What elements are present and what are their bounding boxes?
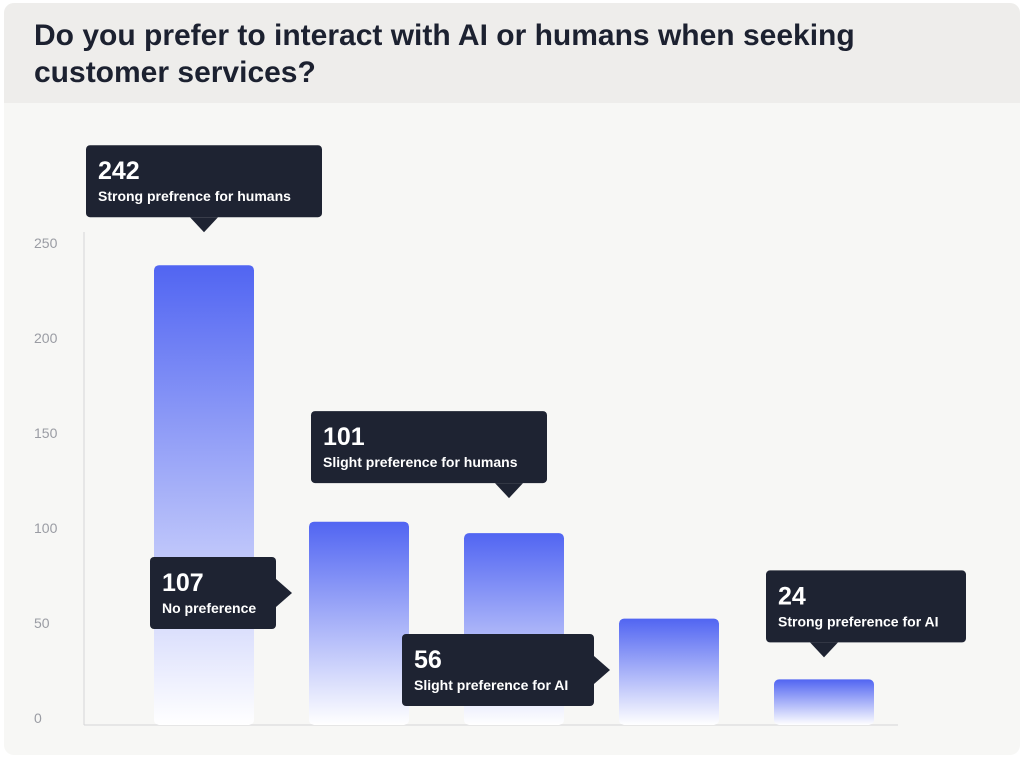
- tooltip-box: [402, 634, 594, 706]
- y-tick-label: 200: [34, 330, 58, 346]
- y-tick-label: 50: [34, 615, 50, 631]
- tooltip-2: 101 Slight preference for humans: [311, 411, 547, 499]
- tooltip-1: 107 No preference: [150, 557, 292, 629]
- tooltip-arrow: [810, 642, 838, 658]
- tooltip-4: 24 Strong preference for AI: [766, 570, 966, 658]
- tooltip-arrow: [594, 656, 610, 684]
- tooltip-3: 56 Slight preference for AI: [402, 634, 610, 706]
- tooltip-box: [150, 557, 276, 629]
- tooltip-label: Slight preference for AI: [414, 677, 568, 693]
- chart-header: Do you prefer to interact with AI or hum…: [4, 3, 1020, 103]
- tooltip-0: 242 Strong prefrence for humans: [86, 145, 322, 233]
- y-tick-label: 150: [34, 425, 58, 441]
- tooltip-value: 107: [162, 569, 204, 597]
- tooltip-box: [86, 145, 322, 218]
- bar-4: [774, 679, 874, 725]
- tooltip-arrow: [276, 579, 292, 607]
- tooltip-value: 242: [98, 157, 140, 185]
- bar-1: [309, 521, 409, 725]
- y-tick-label: 100: [34, 520, 58, 536]
- tooltip-box: [311, 411, 547, 484]
- y-tick-label: 250: [34, 235, 58, 251]
- bar-3: [619, 618, 719, 725]
- tooltip-box: [766, 570, 966, 643]
- tooltip-value: 24: [778, 582, 806, 610]
- tooltip-arrow: [190, 217, 218, 233]
- bar-0: [154, 265, 254, 725]
- tooltip-arrow: [495, 483, 523, 499]
- tooltip-label: Slight preference for humans: [323, 454, 518, 470]
- tooltip-label: No preference: [162, 600, 256, 616]
- tooltip-label: Strong preference for AI: [778, 613, 939, 629]
- tooltip-value: 56: [414, 646, 442, 674]
- y-tick-label: 0: [34, 710, 42, 726]
- tooltip-label: Strong prefrence for humans: [98, 188, 291, 204]
- chart-title: Do you prefer to interact with AI or hum…: [34, 19, 855, 89]
- tooltip-value: 101: [323, 423, 365, 451]
